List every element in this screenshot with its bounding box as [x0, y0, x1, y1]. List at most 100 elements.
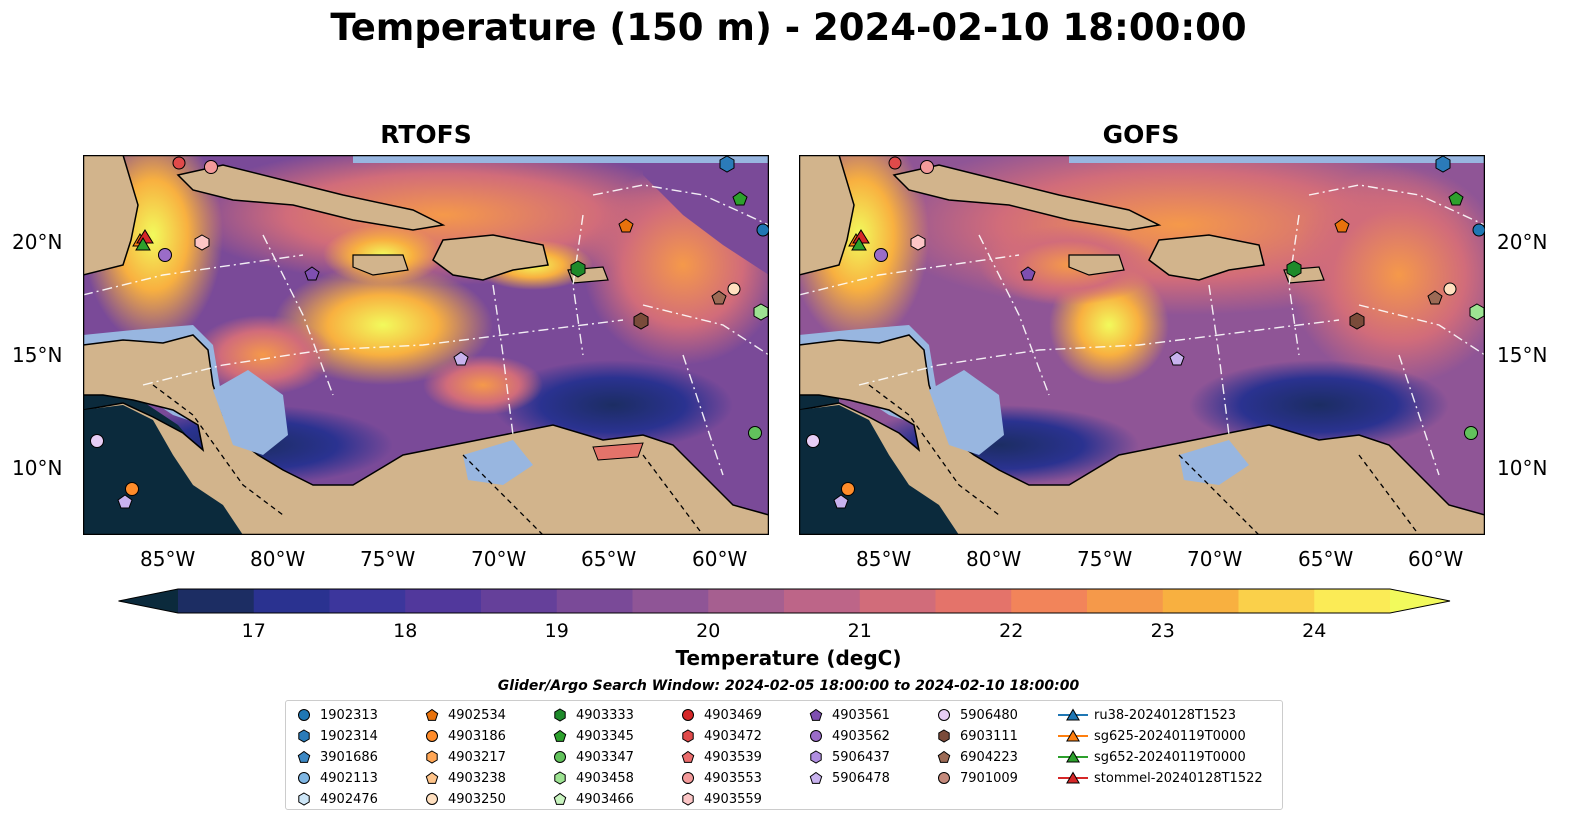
colorbar-tick-label: 18 [393, 620, 418, 642]
legend-item-label: 1902313 [320, 707, 378, 723]
colorbar-tick-label: 22 [999, 620, 1024, 642]
legend: 1902313 1902314 3901686 4902113 4902476 49025… [285, 700, 1283, 810]
legend-item: 5906480 [934, 705, 1018, 725]
legend-circle-marker [554, 751, 566, 763]
colorbar-segment [632, 589, 709, 613]
legend-item: sg625-20240119T0000 [1058, 726, 1246, 746]
legend-item-label: sg625-20240119T0000 [1094, 728, 1246, 744]
lat-tick-right: 20°N [1497, 230, 1548, 254]
legend-pentagon-marker [297, 750, 311, 763]
legend-item: 7901009 [934, 768, 1018, 788]
colorbar-segment [178, 589, 255, 613]
legend-item-label: 3901686 [320, 749, 378, 765]
lon-tick-right: 80°W [966, 547, 1022, 571]
legend-item: 4903345 [550, 726, 634, 746]
legend-item: 4903250 [422, 789, 506, 809]
colorbar-extend-max [1390, 589, 1450, 613]
legend-hexagon-marker [682, 792, 694, 806]
legend-hexagon-marker [810, 750, 822, 764]
legend-item-label: 7901009 [960, 770, 1018, 786]
lon-tick-right: 70°W [1187, 547, 1243, 571]
colorbar-segment [253, 589, 330, 613]
legend-hexagon-marker [938, 729, 950, 743]
map-rtofs-canvas [83, 155, 769, 535]
lon-tick-left: 80°W [250, 547, 306, 571]
legend-item: 4903458 [550, 768, 634, 788]
legend-pentagon-marker [553, 729, 567, 742]
colorbar-segment [1162, 589, 1239, 613]
colorbar-segment [556, 589, 633, 613]
lon-tick-left: 65°W [581, 547, 637, 571]
legend-item-label: 4903559 [704, 791, 762, 807]
legend-item: 1902313 [294, 705, 378, 725]
colorbar-label: Temperature (degC) [675, 646, 902, 670]
legend-item-label: 4903562 [832, 728, 890, 744]
map-panel-gofs [799, 155, 1485, 535]
legend-item-label: sg652-20240119T0000 [1094, 749, 1246, 765]
legend-triangle-line-marker [1058, 708, 1088, 721]
legend-circle-marker [298, 709, 310, 721]
colorbar-tick-label: 21 [847, 620, 872, 642]
panel-title-gofs: GOFS [1102, 120, 1180, 149]
colorbar-segment [1238, 589, 1315, 613]
legend-circle-marker [682, 772, 694, 784]
colorbar-segment [1087, 589, 1164, 613]
colorbar-segment [1314, 589, 1391, 613]
colorbar-tick-label: 19 [544, 620, 569, 642]
legend-item-label: 4903458 [576, 770, 634, 786]
legend-item: 4903469 [678, 705, 762, 725]
legend-item: 6904223 [934, 747, 1018, 767]
legend-circle-marker [938, 772, 950, 784]
colorbar-extend-min [118, 589, 178, 613]
legend-item: 4903559 [678, 789, 762, 809]
legend-item: 4902476 [294, 789, 378, 809]
legend-item: 4903347 [550, 747, 634, 767]
legend-item-label: 5906437 [832, 749, 890, 765]
lon-tick-left: 75°W [360, 547, 416, 571]
legend-item-label: 6903111 [960, 728, 1018, 744]
legend-item: 5906437 [806, 747, 890, 767]
colorbar-segment [859, 589, 936, 613]
legend-item-label: 4903238 [448, 770, 506, 786]
legend-hexagon-marker [682, 729, 694, 743]
search-window-label: Glider/Argo Search Window: 2024-02-05 18… [497, 678, 1080, 694]
legend-item-label: 5906478 [832, 770, 890, 786]
legend-item-label: 4903469 [704, 707, 762, 723]
legend-item: 4903561 [806, 705, 890, 725]
legend-item: 3901686 [294, 747, 378, 767]
legend-item: 4903333 [550, 705, 634, 725]
legend-item: 5906478 [806, 768, 890, 788]
colorbar-segment [784, 589, 861, 613]
lon-tick-left: 85°W [140, 547, 196, 571]
legend-pentagon-marker [553, 792, 567, 805]
legend-triangle-line-marker [1058, 771, 1088, 784]
lat-tick-right: 10°N [1497, 456, 1548, 480]
legend-item-label: stommel-20240128T1522 [1094, 770, 1263, 786]
colorbar-segment [935, 589, 1012, 613]
legend-item-label: 4903561 [832, 707, 890, 723]
legend-item: 4903562 [806, 726, 890, 746]
legend-item-label: 4902476 [320, 791, 378, 807]
legend-item: 4902113 [294, 768, 378, 788]
legend-item-label: 4903466 [576, 791, 634, 807]
colorbar-segment [708, 589, 785, 613]
map-gofs-canvas [799, 155, 1485, 535]
legend-circle-marker [682, 709, 694, 721]
colorbar [118, 588, 1451, 614]
colorbar-segment [481, 589, 558, 613]
legend-circle-marker [298, 772, 310, 784]
colorbar-segment [405, 589, 482, 613]
legend-hexagon-marker [554, 771, 566, 785]
legend-item: 4903472 [678, 726, 762, 746]
colorbar-tick-label: 20 [696, 620, 721, 642]
lat-tick-left: 15°N [12, 343, 63, 367]
lon-tick-right: 60°W [1408, 547, 1464, 571]
lon-tick-right: 65°W [1298, 547, 1354, 571]
legend-item-label: 4903472 [704, 728, 762, 744]
legend-pentagon-marker [425, 708, 439, 721]
legend-hexagon-marker [298, 792, 310, 806]
colorbar-tick-label: 24 [1302, 620, 1327, 642]
legend-item-label: 4902534 [448, 707, 506, 723]
legend-item: 4903186 [422, 726, 506, 746]
legend-item-label: 1902314 [320, 728, 378, 744]
